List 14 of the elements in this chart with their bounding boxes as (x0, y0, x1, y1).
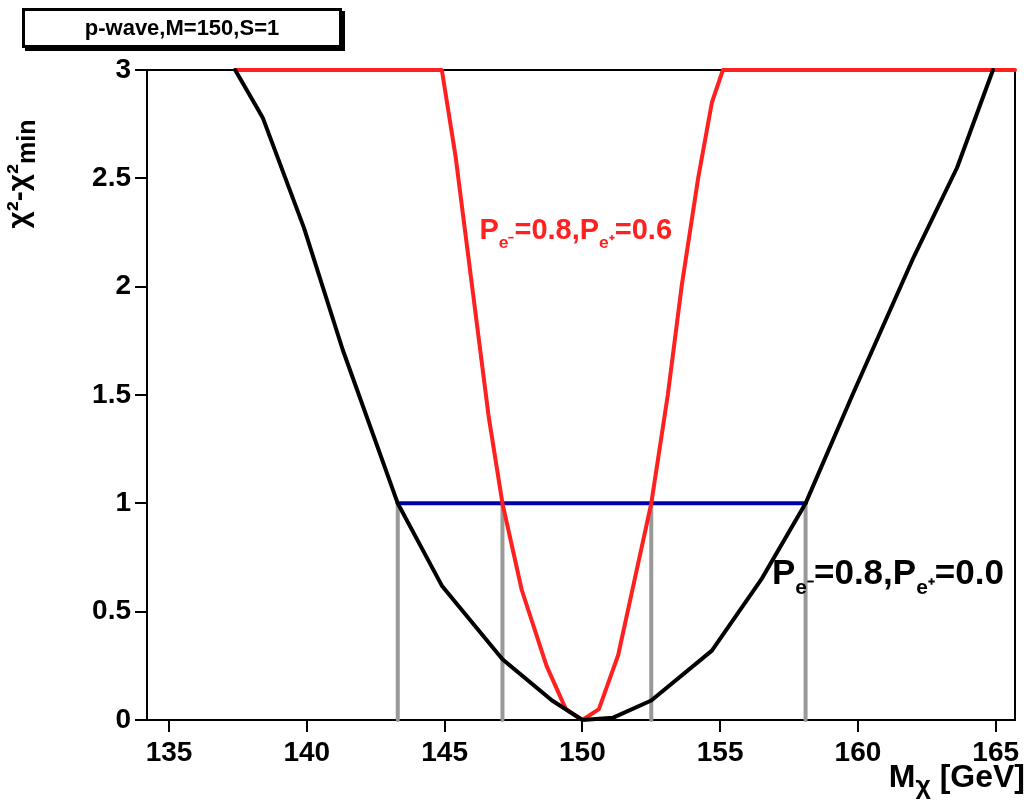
x-tick-label: 135 (145, 735, 193, 767)
x-tick-label: 160 (834, 735, 882, 767)
x-tick-label: 155 (696, 735, 744, 767)
y-tick-label: 0.5 (92, 594, 131, 626)
y-tick-label: 0 (115, 702, 131, 734)
y-tick-label: 2.5 (92, 161, 131, 193)
x-tick-label: 145 (421, 735, 468, 767)
chart-title: p-wave,M=150,S=1 (22, 8, 342, 48)
x-tick-label: 150 (559, 735, 606, 767)
y-tick-label: 1.5 (92, 377, 131, 409)
y-tick-label: 3 (115, 52, 131, 84)
y-tick-label: 2 (115, 269, 131, 301)
y-tick-label: 1 (115, 486, 131, 518)
x-tick-label: 140 (283, 735, 331, 767)
